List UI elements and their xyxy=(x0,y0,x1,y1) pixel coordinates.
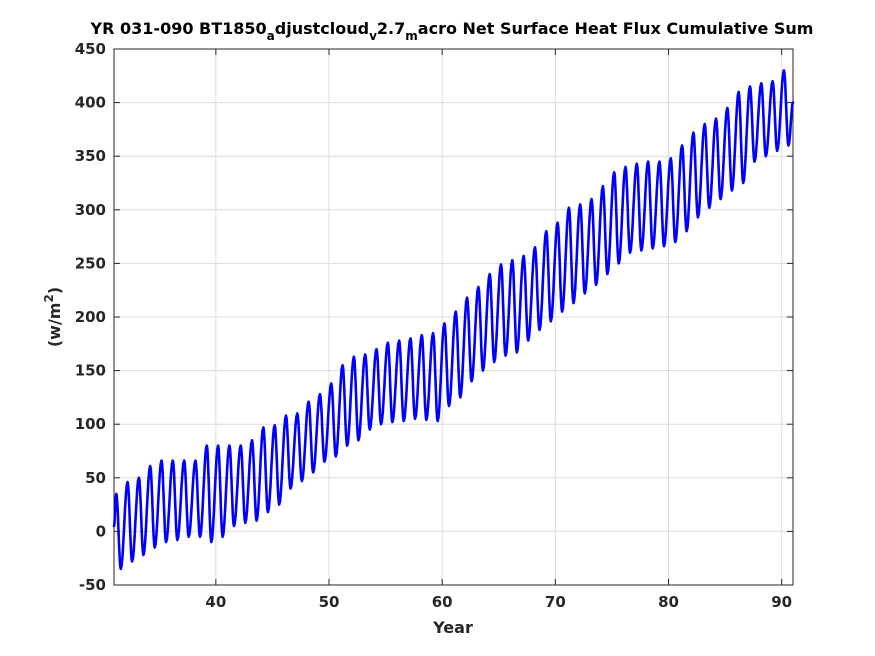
chart-title-part: a xyxy=(267,29,275,43)
y-axis-title-end: ) xyxy=(45,287,64,294)
x-tick-label: 60 xyxy=(432,593,453,611)
y-tick-label: 300 xyxy=(75,201,106,219)
y-tick-labels: -50 0 50 100 150 200 250 300 350 400 450 xyxy=(75,40,106,594)
x-tick-label: 80 xyxy=(658,593,679,611)
y-tick-label: 450 xyxy=(75,40,106,58)
chart-title-part: djustcloud xyxy=(275,19,369,38)
chart-title: YR 031-090 BT1850adjustcloudv2.7macro Ne… xyxy=(90,19,814,43)
y-tick-label: 350 xyxy=(75,147,106,165)
x-tick-label: 50 xyxy=(319,593,340,611)
axis-ticks xyxy=(114,48,793,586)
chart-title-part: m xyxy=(405,29,418,43)
y-tick-label: 400 xyxy=(75,94,106,112)
y-tick-label: 0 xyxy=(96,522,106,540)
chart-title-part: v xyxy=(369,29,377,43)
x-tick-label: 40 xyxy=(205,593,226,611)
series-layer xyxy=(112,69,795,571)
y-tick-label: 150 xyxy=(75,362,106,380)
x-tick-labels: 40 50 60 70 80 90 xyxy=(205,593,792,611)
x-tick-label: 70 xyxy=(545,593,566,611)
y-tick-label: 200 xyxy=(75,308,106,326)
y-tick-label: 50 xyxy=(85,469,106,487)
y-axis-title: (w/m2) xyxy=(42,287,64,347)
x-tick-label: 90 xyxy=(771,593,792,611)
y-axis-title-superscript: 2 xyxy=(42,294,56,302)
chart-title-part: acro Net Surface Heat Flux Cumulative Su… xyxy=(418,19,814,38)
series-line xyxy=(112,69,795,571)
chart-title-part: 2.7 xyxy=(377,19,405,38)
y-tick-label: -50 xyxy=(79,576,106,594)
y-tick-label: 100 xyxy=(75,415,106,433)
x-axis-title: Year xyxy=(432,618,473,637)
y-tick-label: 250 xyxy=(75,254,106,272)
chart-title-part: YR 031-090 BT1850 xyxy=(90,19,267,38)
y-axis-title-base: (w/m xyxy=(45,303,64,348)
